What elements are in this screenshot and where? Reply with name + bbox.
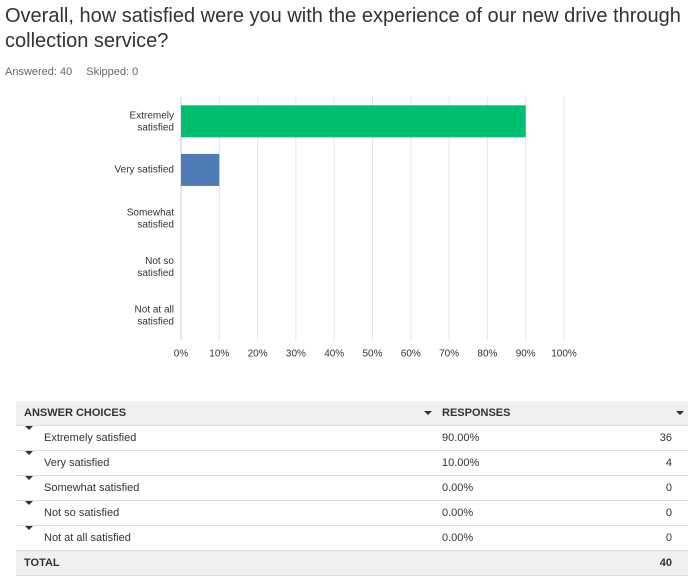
- table-cell: 0: [665, 507, 672, 519]
- table-row: Extremely satisfied 90.00% 36: [16, 426, 688, 451]
- table-row: Somewhat satisfied 0.00% 0: [16, 476, 688, 501]
- x-tick-label: 20%: [248, 349, 268, 360]
- x-tick-label: 70%: [439, 349, 459, 360]
- answered: Answered: 40: [5, 66, 73, 78]
- y-tick-label: Not so satisfied: [137, 256, 174, 279]
- x-tick-label: 80%: [477, 349, 497, 360]
- y-tick-label: Not at all satisfied: [135, 304, 174, 327]
- table-cell: 0.00%: [442, 532, 474, 544]
- x-tick-label: 30%: [286, 349, 306, 360]
- table-cell: 0.00%: [442, 507, 474, 519]
- sort-arrow: [676, 411, 684, 415]
- table-cell: Somewhat satisfied: [44, 482, 140, 494]
- table-row: Not at all satisfied 0.00% 0: [16, 526, 688, 551]
- total-row: TOTAL 40: [16, 551, 688, 576]
- expand-arrow: [25, 426, 33, 430]
- chart: 0% 10% 20% 30% 40% 50% 60% 70% 80% 90% 100% Extreme…: [115, 97, 577, 360]
- header-row: ANSWER CHOICES RESPONSES: [16, 401, 688, 426]
- total-value: 40: [659, 557, 672, 569]
- table-cell: 36: [659, 432, 672, 444]
- sort-arrow: [424, 411, 432, 415]
- x-tick-label: 0%: [174, 349, 189, 360]
- x-tick-label: 60%: [401, 349, 421, 360]
- table-cell: Not at all satisfied: [44, 532, 131, 544]
- x-tick-label: 40%: [324, 349, 344, 360]
- bar: [181, 105, 526, 138]
- x-tick-label: 100%: [551, 349, 577, 360]
- question-title: Overall, how satisfied were you with the…: [5, 5, 681, 52]
- x-tick-label: 50%: [362, 349, 382, 360]
- table-cell: 0.00%: [442, 482, 474, 494]
- expand-arrow: [25, 476, 33, 480]
- bar: [181, 153, 220, 186]
- table-cell: 0: [665, 532, 672, 544]
- header-cell: RESPONSES: [442, 407, 511, 419]
- x-tick-label: 90%: [516, 349, 536, 360]
- total-label: TOTAL: [24, 557, 60, 569]
- header-cell: ANSWER CHOICES: [24, 407, 127, 419]
- expand-arrow: [25, 526, 33, 530]
- table-cell: Very satisfied: [44, 457, 110, 469]
- table-cell: 0: [665, 482, 672, 494]
- y-tick-label: Very satisfied: [115, 165, 174, 176]
- table-cell: 4: [665, 457, 672, 469]
- expand-arrow: [25, 501, 33, 505]
- table-cell: Extremely satisfied: [44, 432, 137, 444]
- table-row: Not so satisfied 0.00% 0: [16, 501, 688, 526]
- x-tick-label: 10%: [209, 349, 229, 360]
- table-cell: 90.00%: [442, 432, 480, 444]
- expand-arrow: [25, 451, 33, 455]
- table-row: Very satisfied 10.00% 4: [16, 451, 688, 476]
- y-tick-label: Extremely satisfied: [130, 110, 174, 133]
- skipped: Skipped: 0: [86, 66, 139, 78]
- meta: Answered: 40 Skipped: 0: [5, 66, 152, 78]
- table-cell: 10.00%: [442, 457, 480, 469]
- table: ANSWER CHOICES RESPONSES Extremely satisfi…: [16, 401, 688, 576]
- y-tick-label: Somewhat satisfied: [127, 207, 174, 230]
- table-cell: Not so satisfied: [44, 507, 120, 519]
